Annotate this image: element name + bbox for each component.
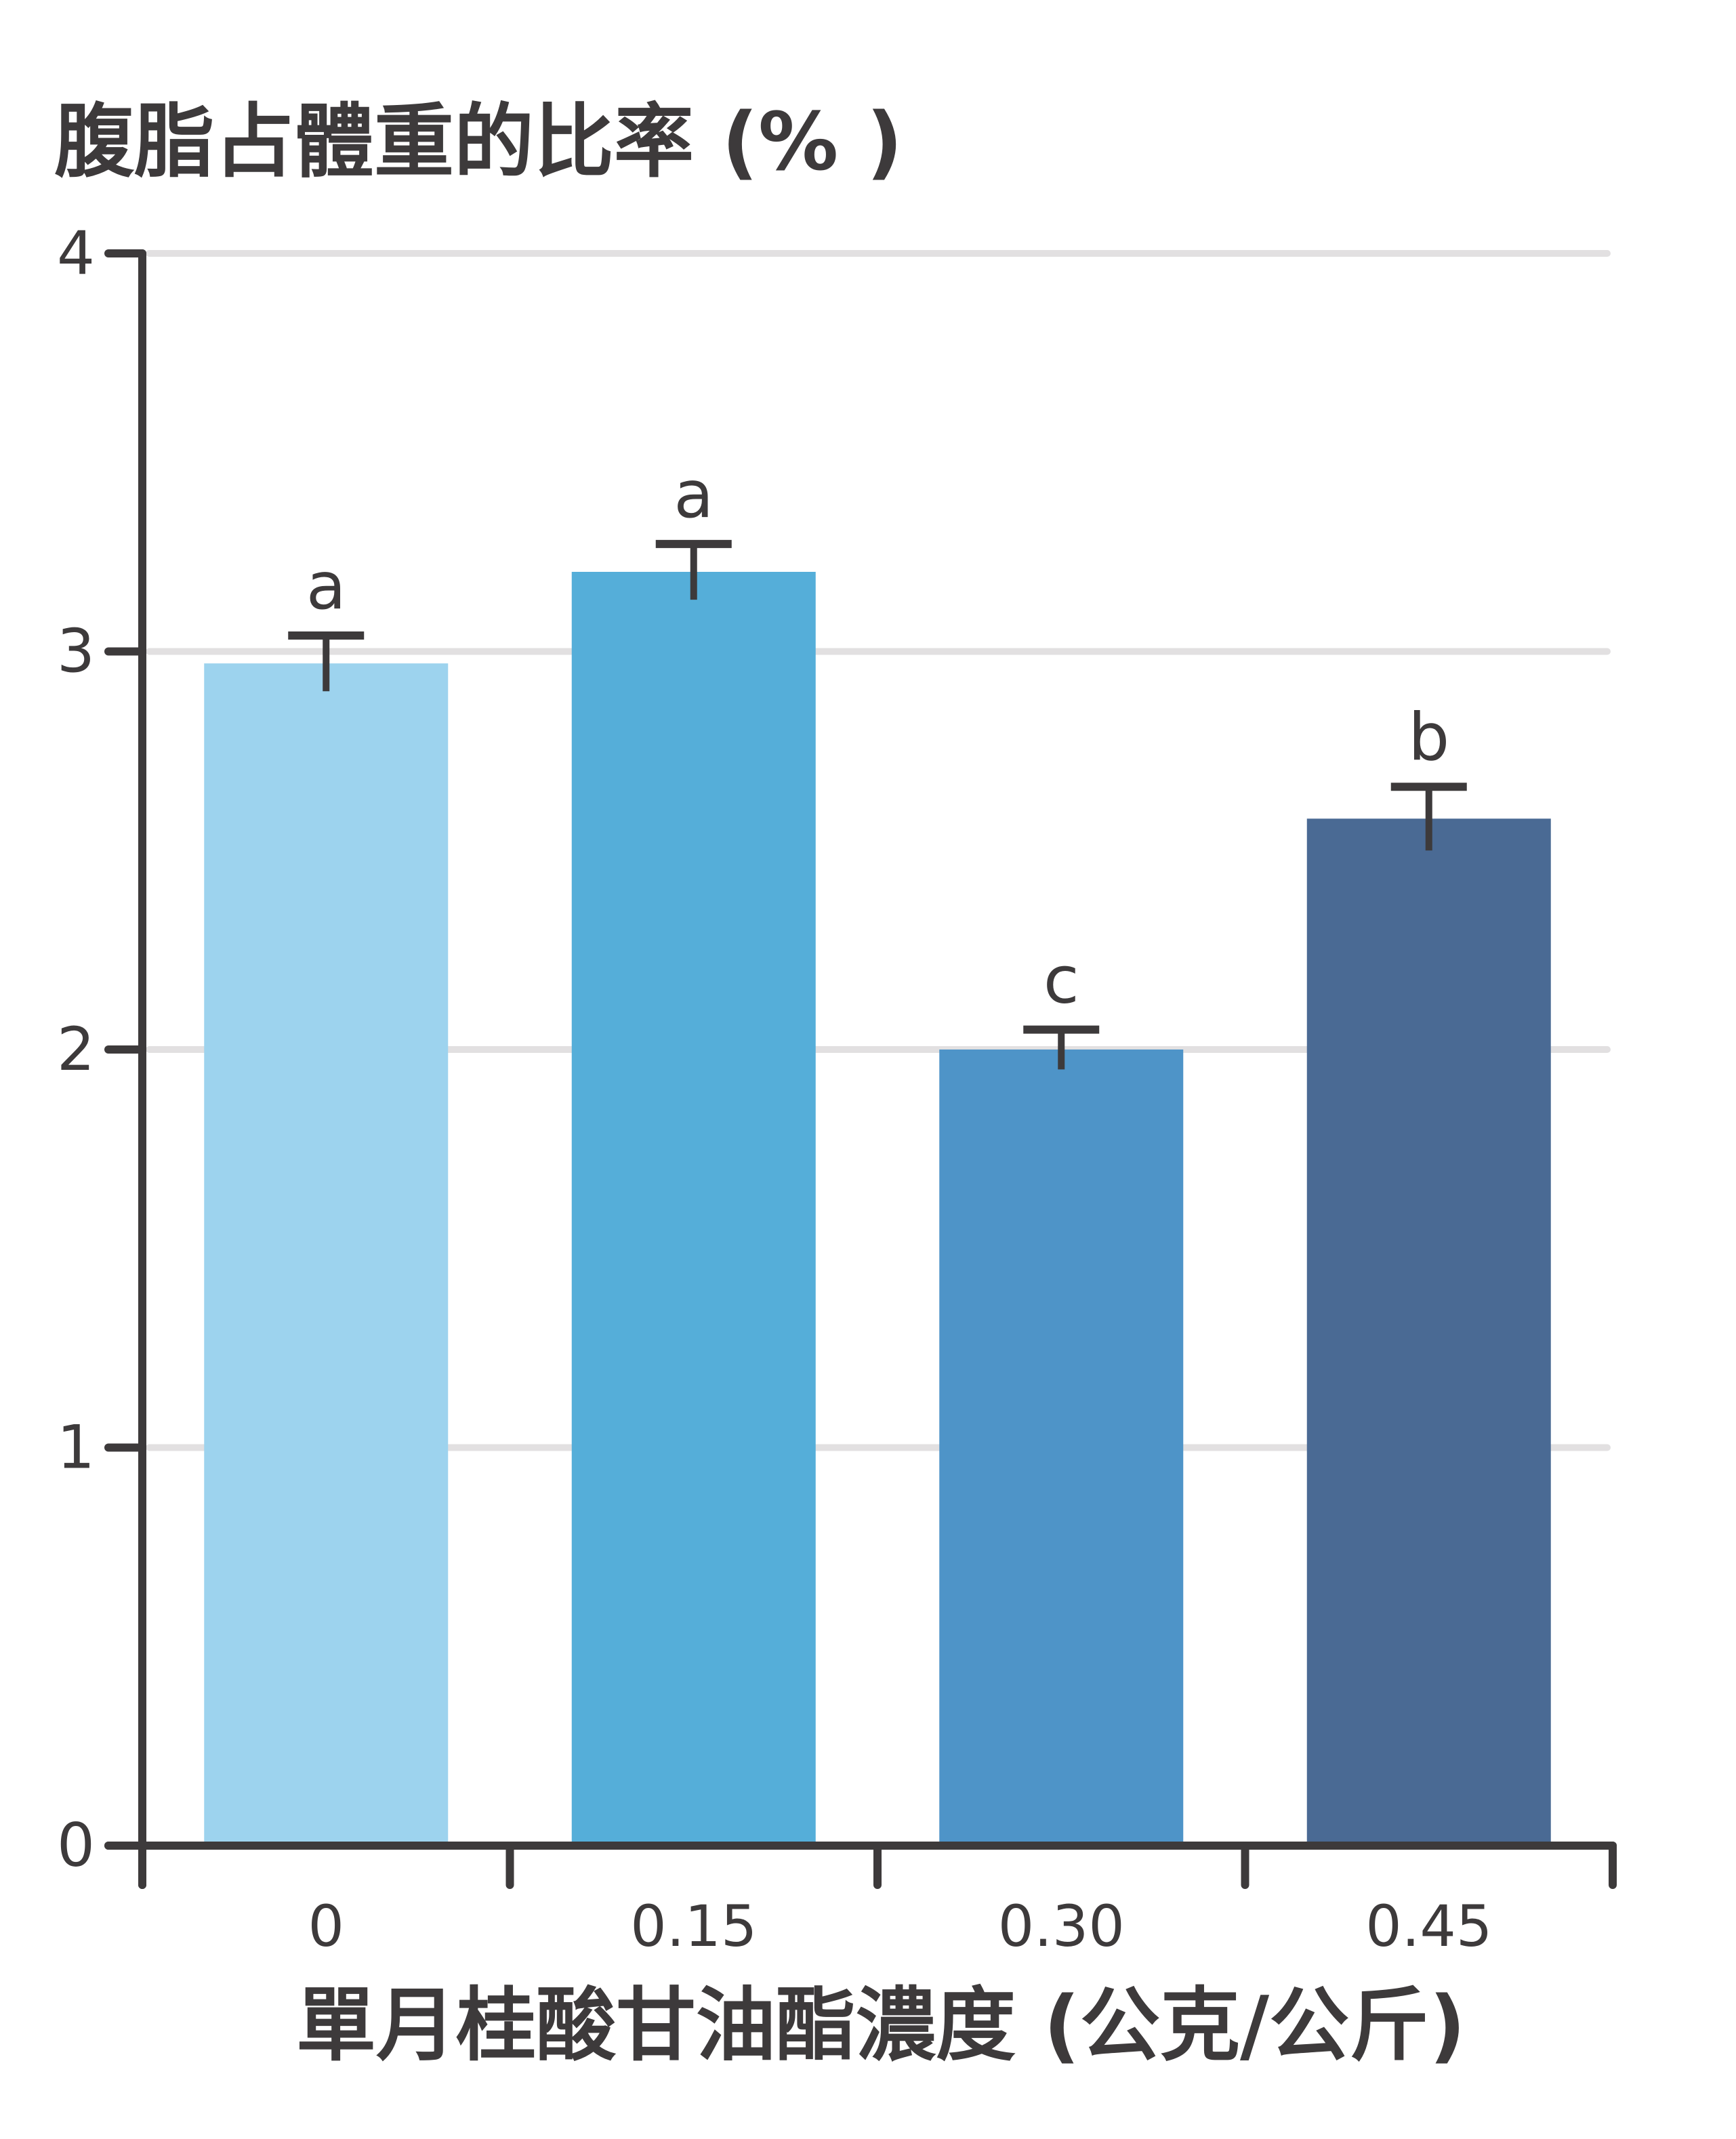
y-tick-label: 3 xyxy=(57,617,95,686)
significance-letter: a xyxy=(674,457,714,533)
x-tick-label: 0.45 xyxy=(1365,1893,1492,1959)
bar-0.30 xyxy=(939,1050,1184,1846)
x-tick-label: 0 xyxy=(308,1893,344,1959)
bar-0.45 xyxy=(1306,818,1551,1846)
significance-letter: a xyxy=(306,548,346,624)
y-axis-label: 腹脂占體重的比率 (% ) xyxy=(54,95,903,188)
bar-0.15 xyxy=(571,572,816,1846)
x-axis-label: 單月桂酸甘油酯濃度 (公克/公斤) xyxy=(296,1978,1466,2072)
significance-letter: c xyxy=(1043,942,1079,1018)
y-tick-label: 4 xyxy=(57,218,95,288)
axes xyxy=(104,249,1617,1889)
bars xyxy=(204,539,1551,1846)
y-tick-label: 1 xyxy=(57,1413,95,1482)
x-tick-label: 0.30 xyxy=(998,1893,1125,1959)
y-tick-label: 0 xyxy=(57,1810,95,1880)
bar-0 xyxy=(204,663,449,1846)
significance-letter: b xyxy=(1408,699,1449,775)
labels: 腹脂占體重的比率 (% ) 單月桂酸甘油酯濃度 (公克/公斤) a a c b 0 1 2 3… xyxy=(54,95,1492,2072)
y-tick-label: 2 xyxy=(57,1014,95,1084)
x-tick-label: 0.15 xyxy=(630,1893,757,1959)
